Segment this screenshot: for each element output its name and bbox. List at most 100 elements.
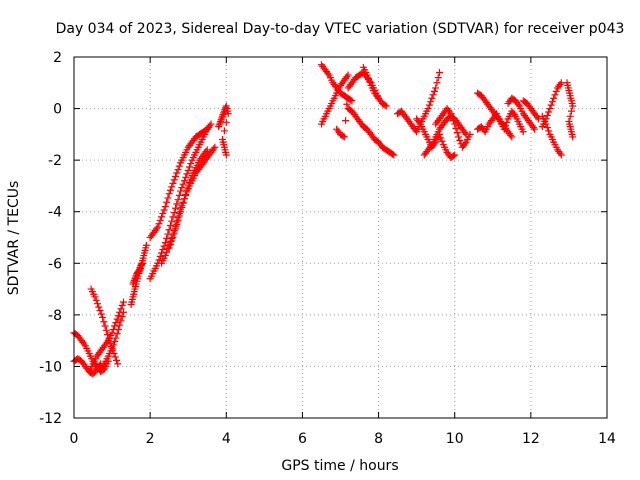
data-point <box>519 128 527 136</box>
data-point <box>546 105 554 113</box>
data-point <box>216 119 224 127</box>
data-point <box>507 131 515 139</box>
data-point <box>169 213 177 221</box>
data-point <box>156 216 164 224</box>
data-point <box>508 133 516 141</box>
data-point <box>466 130 474 138</box>
series-arc28 <box>563 79 577 141</box>
data-point <box>451 151 459 159</box>
y-tick-label: -2 <box>48 153 62 169</box>
data-point <box>529 123 537 131</box>
data-point <box>112 319 120 327</box>
data-point <box>543 111 551 119</box>
data-points-layer <box>70 61 577 378</box>
series-arc17 <box>359 63 390 110</box>
data-point <box>99 313 107 321</box>
data-point <box>166 240 174 248</box>
data-point <box>174 196 182 204</box>
data-point <box>113 315 121 323</box>
data-point <box>117 317 125 325</box>
series-arc7 <box>129 259 147 288</box>
data-point <box>364 74 372 82</box>
series-arc14 <box>317 71 352 128</box>
data-point <box>569 102 577 110</box>
data-point <box>363 71 371 79</box>
data-point <box>132 273 140 281</box>
data-point <box>160 206 168 214</box>
data-point <box>101 322 109 330</box>
data-point <box>111 338 119 346</box>
data-point <box>182 191 190 199</box>
data-point <box>174 216 182 224</box>
series-arc9 <box>146 125 211 241</box>
data-point <box>447 110 455 118</box>
data-point <box>222 118 230 126</box>
data-point <box>168 237 176 245</box>
data-point <box>220 127 228 135</box>
data-point <box>547 101 555 109</box>
series-arc5 <box>97 308 127 373</box>
data-point <box>382 102 390 110</box>
data-point <box>452 124 460 132</box>
data-point <box>91 293 99 301</box>
data-point <box>533 113 541 121</box>
data-point <box>174 166 182 174</box>
x-tick-label: 2 <box>146 431 155 447</box>
data-point <box>343 100 351 108</box>
x-tick-label: 10 <box>446 431 464 447</box>
x-tick-label: 14 <box>598 431 616 447</box>
data-point <box>514 100 522 108</box>
data-point <box>461 140 469 148</box>
data-point <box>224 110 232 118</box>
data-point <box>164 194 172 202</box>
data-point <box>453 129 461 137</box>
data-point <box>168 217 176 225</box>
data-point <box>185 178 193 186</box>
data-point <box>129 280 137 288</box>
data-point <box>215 123 223 131</box>
data-point <box>217 117 225 125</box>
series-arc24 <box>504 94 539 133</box>
data-point <box>569 133 577 141</box>
data-point <box>135 267 143 275</box>
data-point <box>164 230 172 238</box>
data-point <box>340 133 348 141</box>
data-point <box>95 303 103 311</box>
series-arc11 <box>165 146 211 252</box>
data-point <box>142 241 150 249</box>
plot-frame <box>73 56 608 419</box>
data-point <box>169 234 177 241</box>
series-arc26 <box>538 79 565 131</box>
data-point <box>203 125 211 133</box>
series-arc18 <box>394 68 443 136</box>
data-point <box>184 166 192 174</box>
data-point <box>456 136 464 144</box>
data-point <box>347 96 355 104</box>
data-point <box>218 114 226 122</box>
data-point <box>131 275 139 283</box>
data-point <box>114 360 122 368</box>
y-tick-label: 2 <box>53 50 62 66</box>
data-point <box>203 146 211 154</box>
data-point <box>556 81 564 89</box>
data-point <box>448 113 456 121</box>
data-point <box>342 117 350 125</box>
data-point <box>182 173 190 181</box>
data-point <box>102 326 110 334</box>
data-point <box>381 101 389 109</box>
data-point <box>220 109 228 117</box>
data-point <box>119 308 127 316</box>
data-point <box>548 98 556 106</box>
data-point <box>96 307 104 315</box>
data-point <box>99 362 107 370</box>
grid-layer <box>74 57 607 418</box>
data-point <box>550 94 558 102</box>
data-point <box>557 151 565 159</box>
data-point <box>155 220 163 228</box>
x-tick-label: 12 <box>522 431 540 447</box>
data-point <box>348 97 356 105</box>
data-point <box>543 123 551 131</box>
data-point <box>178 203 186 211</box>
series-arc1 <box>70 329 112 376</box>
